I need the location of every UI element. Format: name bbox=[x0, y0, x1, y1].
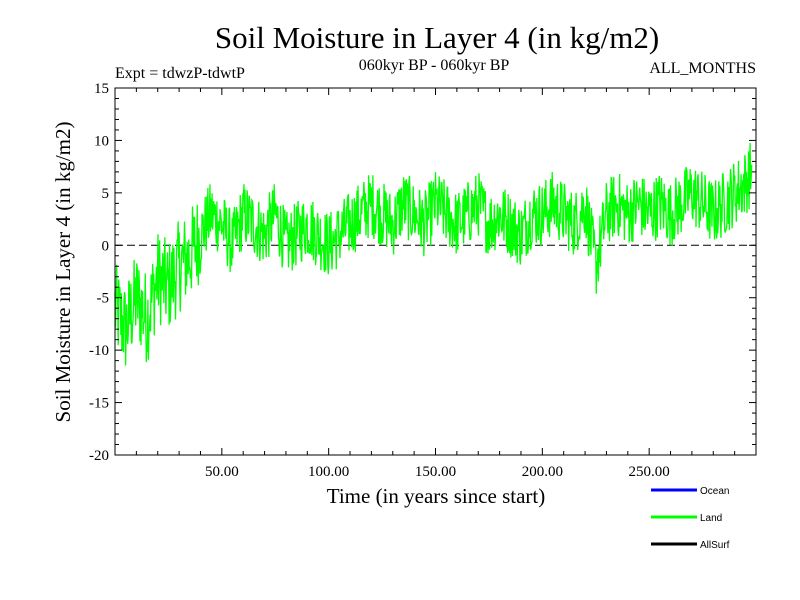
x-tick-label: 50.00 bbox=[205, 464, 239, 480]
y-tick-label: -5 bbox=[97, 291, 110, 307]
chart-subtitle-center: 060kyr BP - 060kyr BP bbox=[359, 57, 510, 74]
legend: Ocean Land AllSurf bbox=[651, 486, 730, 551]
legend-label-land: Land bbox=[700, 513, 722, 524]
axes: -20 -15 -10 -5 0 5 10 15 50.00 100.00 150.00 200.00… bbox=[89, 81, 757, 480]
y-tick-label: -10 bbox=[89, 343, 109, 359]
y-tick-label: 15 bbox=[94, 81, 109, 97]
y-tick-label: 10 bbox=[94, 133, 109, 149]
series-line-land bbox=[114, 142, 753, 366]
y-tick-label: 5 bbox=[102, 186, 110, 202]
x-tick-label: 100.00 bbox=[308, 464, 349, 480]
legend-label-allsurf: AllSurf bbox=[700, 540, 730, 551]
chart-subtitle-left: Expt = tdwzP-tdwtP bbox=[115, 65, 245, 82]
chart-subtitle-right: ALL_MONTHS bbox=[649, 60, 756, 77]
x-axis-label: Time (in years since start) bbox=[327, 484, 546, 508]
plot-frame bbox=[114, 87, 757, 456]
plot-area bbox=[114, 142, 756, 366]
y-axis-label: Soil Moisture in Layer 4 (in kg/m2) bbox=[51, 122, 75, 423]
y-tick-label: 0 bbox=[102, 238, 110, 254]
x-tick-label: 200.00 bbox=[522, 464, 563, 480]
x-tick-label: 150.00 bbox=[415, 464, 456, 480]
legend-label-ocean: Ocean bbox=[700, 486, 729, 497]
x-tick-label: 250.00 bbox=[629, 464, 670, 480]
y-tick-label: -15 bbox=[89, 396, 109, 412]
y-tick-label: -20 bbox=[89, 448, 109, 464]
chart-title: Soil Moisture in Layer 4 (in kg/m2) bbox=[215, 20, 659, 55]
